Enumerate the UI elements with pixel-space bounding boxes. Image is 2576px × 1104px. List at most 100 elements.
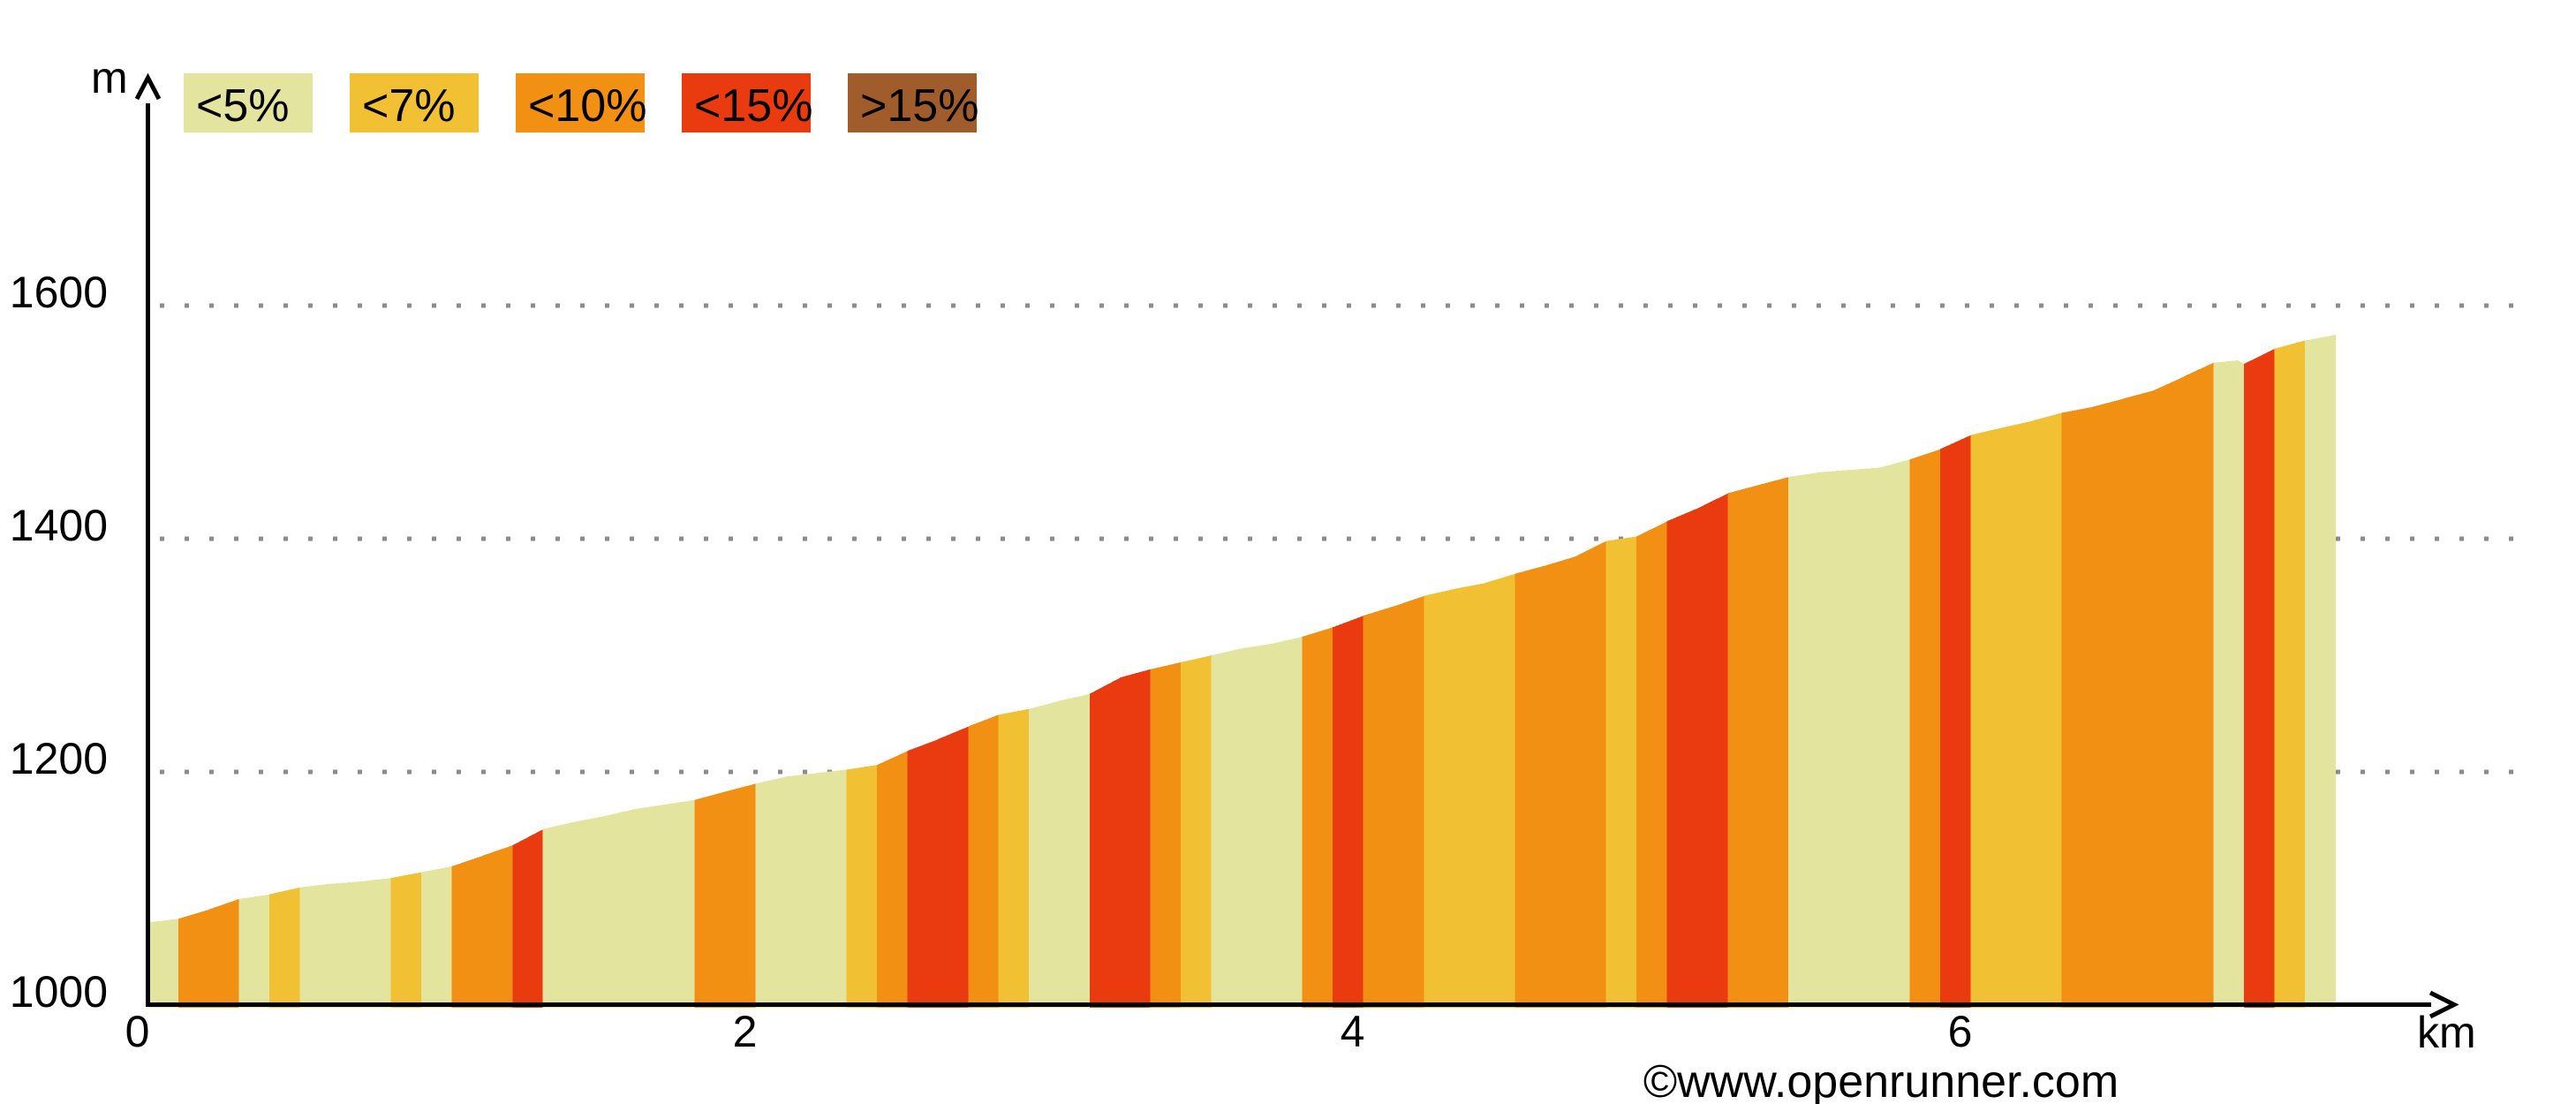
legend-swatch-lt15 [682, 73, 811, 132]
profile-segment-5.6km-lt5 [1848, 467, 1880, 1008]
legend-swatch-lt10 [516, 73, 645, 132]
profile-segment-0.8km-lt7 [390, 872, 422, 1008]
profile-segment-4.6km-lt10 [1545, 556, 1576, 1008]
profile-segment-3.6km-lt5 [1241, 643, 1273, 1008]
y-axis-unit-label: m [91, 53, 128, 102]
profile-segment-3.1km-lt15 [1089, 677, 1121, 1008]
profile-segment-4.1km-lt10 [1393, 595, 1424, 1008]
axis-labels: 1000 1200 1400 1600 0 2 4 6 m km [10, 53, 2476, 1057]
profile-segment-1.4km-lt5 [573, 816, 605, 1008]
profile-segment-0.1km-lt10 [178, 909, 209, 1008]
legend-item-lt7: <7% [350, 73, 479, 132]
profile-segment-5.2km-lt10 [1727, 485, 1759, 1008]
profile-segment-5.3km-lt10 [1757, 477, 1789, 1008]
profile-segment-4.0km-lt10 [1363, 606, 1394, 1008]
profile-segment-5.8km-lt10 [1909, 449, 1941, 1008]
profile-segment-1.5km-lt5 [603, 809, 635, 1008]
y-tick-label-1600: 1600 [10, 268, 108, 317]
profile-segment-2.3km-lt7 [846, 765, 878, 1008]
profile-segment-2.0km-lt5 [755, 776, 787, 1008]
x-tick-label-6: 6 [1948, 1007, 1973, 1056]
profile-segment-6.9km-lt15 [2244, 348, 2276, 1008]
profile-segment-6.1km-lt7 [2000, 420, 2032, 1008]
profile-segment-7.1km-lt5 [2304, 335, 2336, 1008]
y-axis-arrow-icon [134, 72, 162, 101]
profile-segment-1.0km-lt10 [451, 856, 483, 1008]
profile-segment-2.5km-lt15 [907, 739, 939, 1008]
profile-segment-0.3km-lt5 [238, 894, 270, 1008]
profile-segment-4.5km-lt10 [1515, 565, 1546, 1008]
profile-segment-6.4km-lt10 [2092, 398, 2124, 1009]
legend-item-gt15: >15% [848, 73, 978, 132]
profile-segment-0.0km-lt5 [147, 919, 179, 1008]
axes [134, 72, 2459, 1019]
profile-segment-2.9km-lt5 [1029, 700, 1061, 1008]
profile-segment-3.5km-lt5 [1211, 648, 1243, 1008]
profile-segment-0.4km-lt7 [269, 887, 301, 1008]
profile-segment-1.1km-lt10 [481, 845, 513, 1008]
profile-segment-1.3km-lt5 [542, 821, 574, 1008]
profile-segment-6.7km-lt10 [2183, 362, 2215, 1008]
profile-segment-4.7km-lt10 [1575, 541, 1607, 1008]
watermark: ©www.openrunner.com [1643, 1056, 2119, 1104]
x-axis-unit-label: km [2417, 1008, 2476, 1057]
legend-label-lt5: <5% [196, 80, 290, 132]
profile-segment-5.1km-lt15 [1696, 493, 1728, 1008]
profile-segment-0.7km-lt5 [360, 878, 392, 1008]
profile-segment-6.2km-lt7 [2031, 412, 2063, 1008]
profile-segment-5.5km-lt5 [1818, 470, 1850, 1008]
profile-segment-1.6km-lt5 [633, 805, 665, 1008]
profile-segment-3.9km-lt15 [1333, 616, 1364, 1008]
profile-segment-4.8km-lt7 [1605, 536, 1637, 1008]
profile-segment-3.8km-lt10 [1302, 627, 1333, 1008]
legend-label-lt10: <10% [528, 80, 646, 132]
profile-segment-1.2km-lt15 [512, 828, 544, 1008]
legend-swatch-gt15 [848, 73, 977, 132]
profile-segment-2.7km-lt10 [968, 715, 1000, 1008]
profile-segment-1.8km-lt10 [694, 791, 726, 1008]
x-tick-label-0: 0 [125, 1007, 150, 1056]
profile-segment-3.4km-lt7 [1181, 655, 1212, 1008]
profile-segment-3.0km-lt5 [1059, 693, 1091, 1008]
x-tick-label-4: 4 [1341, 1007, 1365, 1056]
profile-segment-6.6km-lt10 [2152, 376, 2184, 1008]
profile-segment-3.7km-lt5 [1272, 636, 1303, 1008]
profile-segment-2.8km-lt7 [998, 708, 1030, 1008]
profile-segment-1.9km-lt10 [725, 783, 757, 1008]
profile-segment-5.4km-lt5 [1788, 472, 1820, 1008]
y-tick-label-1400: 1400 [10, 501, 108, 550]
watermark-area: ©www.openrunner.com [1643, 1056, 2119, 1104]
x-axis-arrow-icon [2429, 990, 2459, 1019]
profile-segment-0.5km-lt5 [299, 883, 331, 1008]
profile-segment-3.2km-lt15 [1120, 669, 1152, 1008]
profile-segment-0.6km-lt5 [329, 881, 361, 1008]
y-tick-label-1000: 1000 [10, 967, 108, 1017]
legend-label-lt7: <7% [362, 80, 456, 132]
profile-segment-2.2km-lt5 [816, 769, 848, 1008]
profile-segment-6.8km-lt5 [2213, 360, 2245, 1008]
profile-segment-6.3km-lt10 [2061, 406, 2093, 1008]
profile-segment-5.0km-lt15 [1666, 508, 1698, 1008]
profile-segment-4.4km-lt7 [1484, 573, 1516, 1008]
legend-item-lt5: <5% [184, 73, 313, 132]
profile-segment-5.9km-lt15 [1940, 435, 1972, 1008]
legend-item-lt15: <15% [682, 73, 812, 132]
profile-segment-7.0km-lt7 [2274, 340, 2306, 1009]
y-tick-label-1200: 1200 [10, 734, 108, 783]
legend: <5% <7% <10% <15% >15% [184, 73, 978, 132]
profile-segment-0.2km-lt10 [208, 898, 240, 1008]
profile-segment-2.6km-lt15 [937, 726, 969, 1008]
profile-area [147, 335, 2336, 1009]
profile-segment-5.7km-lt5 [1879, 459, 1911, 1008]
x-tick-label-2: 2 [733, 1007, 758, 1056]
profile-segment-4.9km-lt10 [1636, 521, 1668, 1008]
legend-label-gt15: >15% [860, 80, 978, 132]
profile-segment-2.4km-lt10 [877, 751, 909, 1008]
profile-segment-0.9km-lt5 [421, 866, 453, 1008]
profile-segment-1.7km-lt5 [664, 799, 696, 1008]
profile-segment-4.3km-lt7 [1454, 583, 1485, 1008]
profile-segment-2.1km-lt5 [785, 773, 817, 1008]
legend-item-lt10: <10% [516, 73, 646, 132]
